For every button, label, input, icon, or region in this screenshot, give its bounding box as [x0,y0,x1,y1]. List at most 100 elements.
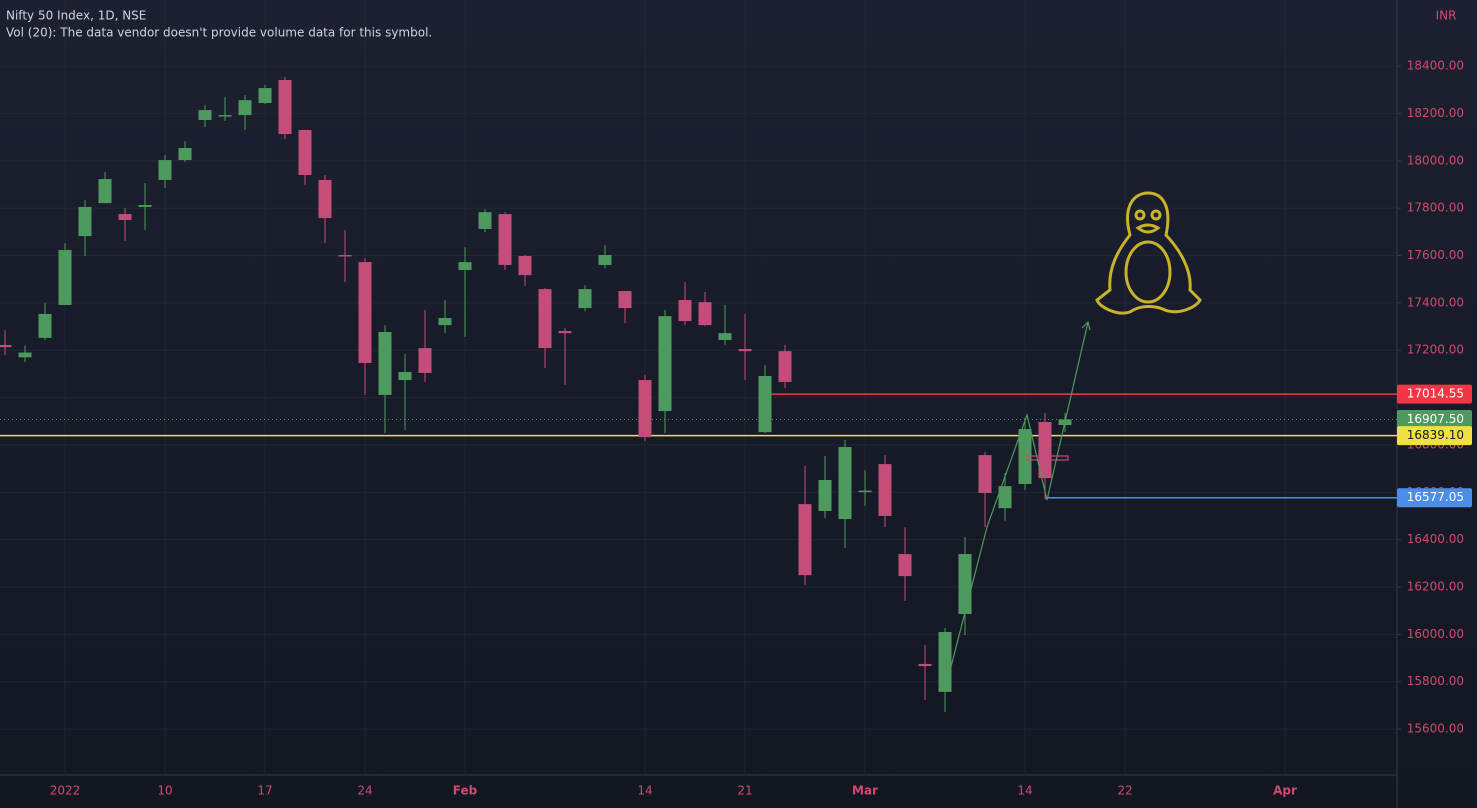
penguin-belly [1124,240,1172,304]
price-label: 16907.50 [1407,412,1464,426]
candle-body [578,289,592,309]
y-tick-label: 18400.00 [1407,59,1464,73]
chart-subtitle: Vol (20): The data vendor doesn't provid… [6,26,432,40]
candle-body [298,129,312,175]
drawing [944,320,1091,691]
price-label-box [1397,384,1472,404]
chart-title: Nifty 50 Index, 1D, NSE [6,9,146,23]
x-tick-label: 22 [1117,784,1132,798]
y-tick-label: 18000.00 [1407,153,1464,167]
penguin [1095,191,1202,315]
candle-body [278,80,292,135]
y-tick-label: 17600.00 [1407,248,1464,262]
y-tick-label: 17800.00 [1407,201,1464,215]
candle-body [638,380,652,438]
y-tick-label: 18200.00 [1407,106,1464,120]
candle-body [598,255,612,265]
candle-body [938,631,952,692]
candle-body [358,262,372,363]
candle-body [0,344,12,348]
candle-body [658,316,672,412]
zigzag [944,321,1089,691]
candle-body [1038,421,1052,479]
x-tick-label: Feb [453,784,478,798]
candle-body [1018,429,1032,484]
candle-body [338,255,352,257]
candle-body [878,464,892,516]
y-tick-label: 15600.00 [1407,722,1464,736]
candle-body [138,205,152,207]
candle-body [418,348,432,373]
candle-body [998,486,1012,509]
candle-body [218,115,232,117]
candle-body [58,250,72,305]
price-label-box [1397,426,1472,446]
candle-body [838,447,852,520]
penguin-eye [1134,209,1146,221]
price-lines [0,393,1397,499]
y-tick-label: 15800.00 [1407,674,1464,688]
candle-body [118,214,132,220]
price-label: 16839.10 [1407,428,1464,442]
candle-body [778,351,792,382]
grid [0,0,1397,775]
price-label-box [1397,488,1472,508]
x-tick-label: 2022 [50,784,81,798]
y-tick-label: 16400.00 [1407,532,1464,546]
candle-body [458,262,472,270]
x-tick-label: 14 [637,784,652,798]
candle-body [698,302,712,326]
candle-body [558,331,572,334]
x-tick-label: 14 [1017,784,1032,798]
candle-body [98,179,112,204]
candle-body [818,479,832,511]
candle-body [858,490,872,493]
marker-box [1026,455,1069,461]
x-tick-label: 21 [737,784,752,798]
candle-body [538,289,552,349]
candle-body [258,88,272,104]
penguin-eye [1150,209,1162,221]
price-label: 16577.05 [1407,490,1464,504]
y-tick-label: 17400.00 [1407,295,1464,309]
price-label: 17014.55 [1407,387,1464,401]
candle-body [898,554,912,577]
x-tick-label: Apr [1273,784,1297,798]
candle-body [318,179,332,219]
candle-body [478,212,492,229]
candle-body [378,331,392,395]
x-tick-label: 10 [157,784,172,798]
candle-body [238,100,252,116]
y-tick-label: 16000.00 [1407,627,1464,641]
x-tick-label: 17 [257,784,272,798]
arrow-head [1081,320,1091,331]
x-tick-label: Mar [852,784,878,798]
candle-body [398,371,412,381]
candle-body [18,352,32,358]
candle-body [438,318,452,326]
candle-body [618,291,632,309]
candle-body [678,300,692,322]
candle-body [758,376,772,433]
candle-body [78,206,92,237]
candle-body [498,214,512,265]
candle-body [798,504,812,576]
x-tick-label: 24 [357,784,372,798]
candle-body [978,455,992,493]
penguin-beak [1135,223,1161,234]
candle-body [518,255,532,276]
y-tick-label: 16200.00 [1407,579,1464,593]
candle-body [178,147,192,161]
candle-body [198,110,212,121]
candle-body [158,160,172,180]
currency: INR [1436,9,1457,23]
candle-body [918,663,932,667]
candle-body [738,349,752,352]
y-tick-label: 17200.00 [1407,343,1464,357]
candle-body [958,554,972,614]
candle-body [38,313,52,338]
penguin-body [1095,191,1202,315]
